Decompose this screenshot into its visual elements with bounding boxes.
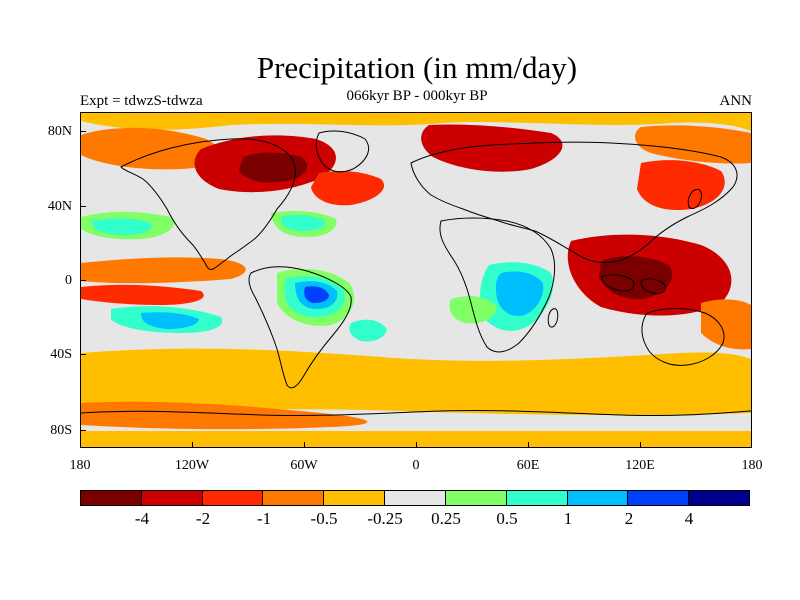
precip-patch-southern-ocean-yellow <box>81 348 751 416</box>
coastline-antarctica <box>81 409 751 417</box>
colorbar-label-7: 0.5 <box>496 509 518 528</box>
coastline-south-america <box>248 266 352 389</box>
x-tick-60w <box>304 442 305 448</box>
precipitation-map <box>81 113 751 447</box>
coastlines <box>81 130 751 417</box>
coastline-europe-asia <box>410 141 738 264</box>
colorbar-label-4: -0.5 <box>310 509 338 528</box>
y-tick-80n <box>80 131 86 132</box>
precip-patch-north-atlantic-dark-red <box>239 152 308 183</box>
coastline-madagascar <box>547 308 559 328</box>
y-tick-40s <box>80 354 86 355</box>
precip-patch-south-pacific-sky <box>141 312 199 329</box>
precip-patch-maritime-continent-dark-red <box>599 256 673 300</box>
y-tick-label-40n: 40N <box>47 199 72 214</box>
coastline-indonesia <box>600 274 666 294</box>
precip-patch-eurasia-red <box>421 124 563 172</box>
y-tick-label-80n: 80N <box>47 124 72 139</box>
period-label: 066kyr BP - 000kyr BP <box>346 88 488 104</box>
colorbar-box-3 <box>202 491 264 505</box>
y-tick-80s <box>80 430 86 431</box>
y-tick-40n <box>80 206 86 207</box>
colorbar-box-10 <box>628 491 690 505</box>
precip-patch-antarctic-yellow <box>81 431 751 447</box>
colorbar-box-5 <box>324 491 386 505</box>
precip-patch-north-pacific-orange <box>81 127 220 170</box>
x-tick-label-0: 0 <box>412 458 420 473</box>
colorbar-label-8: 1 <box>563 509 573 528</box>
precip-patch-north-pacific-aqua <box>91 218 152 235</box>
colorbar-box-7 <box>445 491 507 505</box>
coastline-north-america <box>120 138 296 270</box>
precip-patch-africa-sky <box>495 271 544 317</box>
colorbar-label-1: -4 <box>134 509 150 528</box>
x-tick-label-120w: 120W <box>174 458 210 473</box>
x-tick-120e <box>640 442 641 448</box>
coastline-africa <box>439 217 556 353</box>
colorbar-box-4 <box>263 491 325 505</box>
x-tick-0 <box>416 442 417 448</box>
precip-patch-south-atlantic-aqua <box>349 319 387 342</box>
colorbar-label-10: 4 <box>684 509 694 528</box>
x-tick-120w <box>192 442 193 448</box>
x-tick-label-60e: 60E <box>516 458 540 473</box>
season-label: ANN <box>719 93 753 109</box>
y-tick-0 <box>80 280 86 281</box>
colorbar-label-3: -1 <box>256 509 272 528</box>
colorbar-box-9 <box>567 491 629 505</box>
colorbar-box-1 <box>81 491 142 505</box>
x-tick-label-180e: 180 <box>741 458 763 473</box>
colorbar-label-6: 0.25 <box>431 509 461 528</box>
coastline-australia <box>641 308 725 366</box>
x-tick-label-120e: 120E <box>625 458 655 473</box>
precip-patch-south-america-blue <box>304 286 329 303</box>
precip-patch-tropical-pacific-orange <box>81 257 246 284</box>
experiment-label: Expt = tdwzS-tdwza <box>80 93 203 109</box>
precip-patch-arctic-yellow <box>81 113 751 131</box>
precip-patch-north-pacific-west-orange <box>635 125 751 164</box>
x-tick-60e <box>528 442 529 448</box>
coastline-japan <box>687 188 702 210</box>
map-panel <box>80 112 752 448</box>
precip-patch-southern-ocean-orange <box>81 401 368 430</box>
precip-patch-south-pacific-west-orange <box>701 299 751 350</box>
chart-title: Precipitation (in mm/day) <box>256 50 578 85</box>
x-tick-label-60w: 60W <box>290 458 318 473</box>
y-tick-label-0: 0 <box>65 273 72 288</box>
precip-patch-east-asia-red-orange <box>637 160 725 211</box>
colorbar-box-2 <box>141 491 203 505</box>
precip-patch-north-atlantic-red-orange <box>311 171 385 206</box>
y-tick-label-80s: 80S <box>50 423 72 438</box>
colorbar-box-8 <box>506 491 568 505</box>
x-tick-label-180w: 180 <box>69 458 91 473</box>
colorbar-box-6 <box>385 491 446 505</box>
colorbar-label-9: 2 <box>624 509 634 528</box>
colorbar <box>80 490 750 506</box>
precip-patch-equatorial-red <box>81 284 204 305</box>
colorbar-box-11 <box>689 491 749 505</box>
colorbar-label-2: -2 <box>195 509 211 528</box>
colorbar-label-5: -0.25 <box>367 509 403 528</box>
precip-fields <box>81 113 751 447</box>
precip-patch-atlantic-aqua <box>281 214 326 231</box>
coastline-greenland <box>315 130 369 173</box>
precip-patch-indian-ocean-green <box>449 296 497 324</box>
y-tick-label-40s: 40S <box>50 347 72 362</box>
